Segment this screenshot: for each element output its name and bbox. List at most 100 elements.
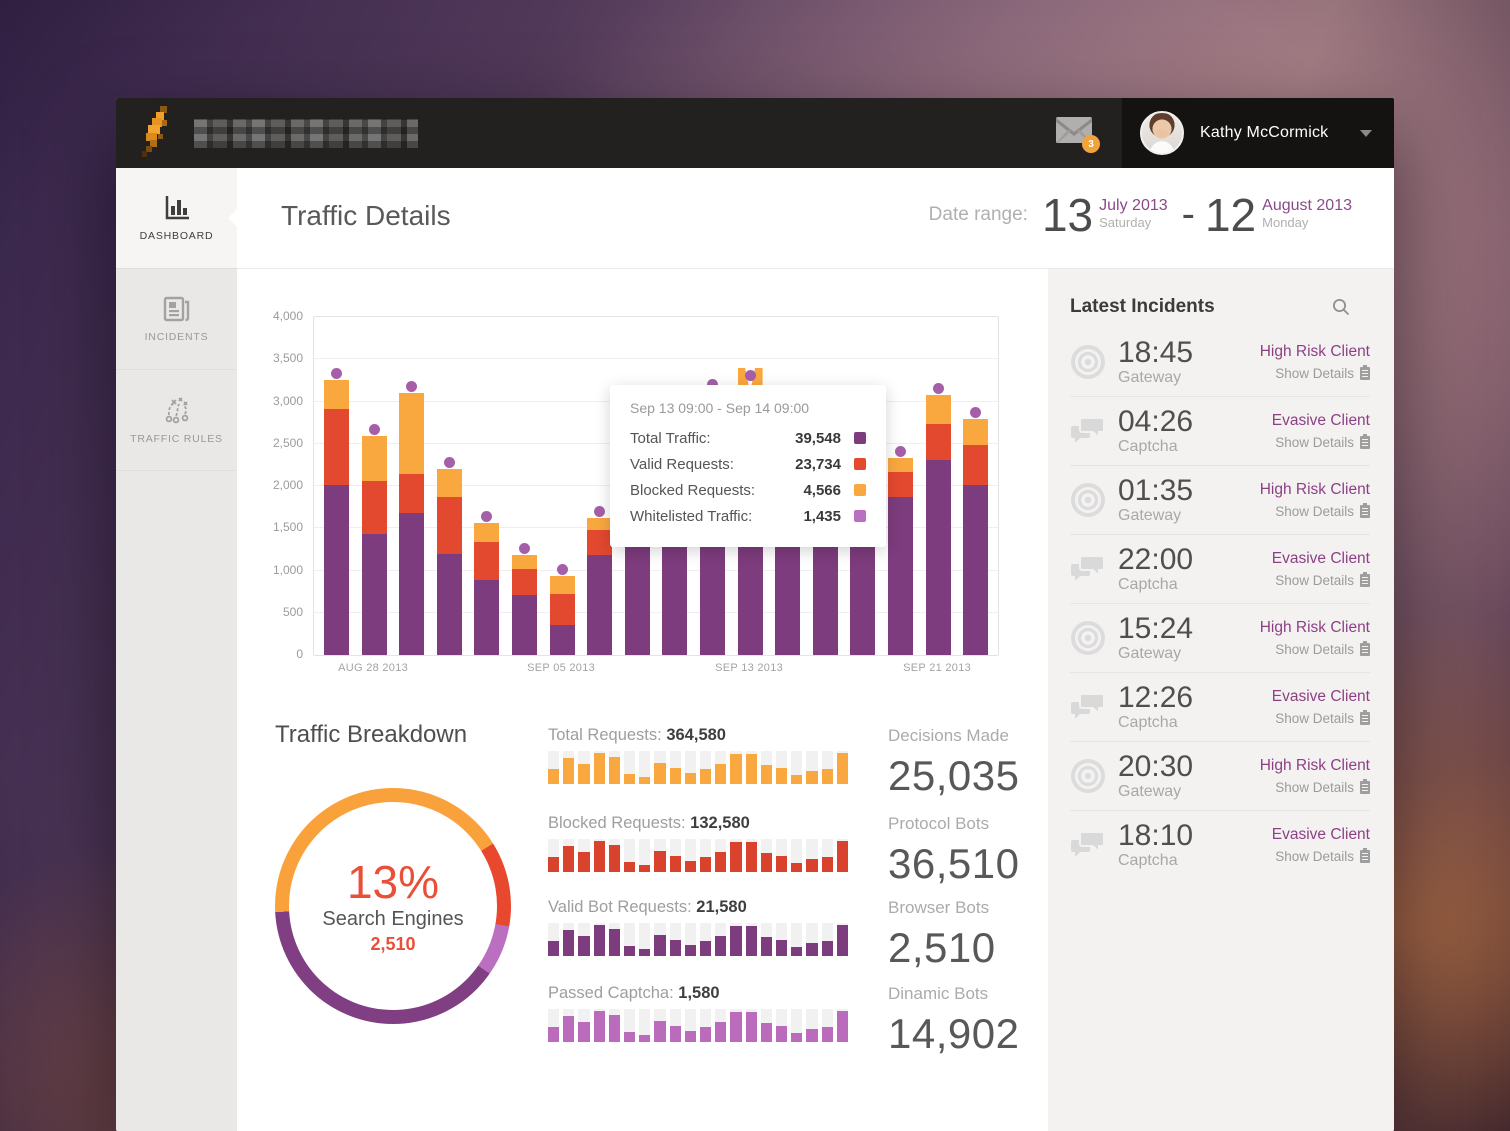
chart-bar-segment[interactable] [775,536,801,655]
chevron-down-icon [1360,129,1372,137]
chart-bar-segment[interactable] [963,485,989,655]
mini-bar [654,1009,666,1042]
stat-protocol-bots: Protocol Bots 36,510 [888,814,1020,887]
mini-bar [760,839,773,872]
mini-bar [791,751,803,784]
chart-bar-segment[interactable] [662,528,688,655]
chart-bar-segment[interactable] [324,408,349,485]
date-range-picker[interactable]: Date range: 13 July 2013 Saturday - 12 A… [929,190,1352,240]
chart-bar-segment[interactable] [361,534,387,655]
x-tick-label: AUG 28 2013 [338,662,409,674]
show-details-link[interactable]: Show Details [1272,848,1370,864]
show-details-link[interactable]: Show Details [1260,779,1370,795]
chart-bar-segment[interactable] [436,497,462,555]
mini-chart-total-requests: Total Requests: 364,580 [548,726,849,784]
incident-row: 01:35 Gateway High Risk Client Show Deta… [1070,466,1370,535]
incident-type: Captcha [1118,437,1178,455]
mini-bar [745,839,757,872]
newspaper-icon [163,296,189,321]
mini-bar [745,923,757,956]
incident-time: 15:24 [1118,611,1194,645]
captcha-icon [1071,555,1105,581]
show-details-link[interactable]: Show Details [1272,434,1370,450]
chart-bar-segment[interactable] [399,474,425,514]
client-link[interactable]: High Risk Client [1259,343,1370,360]
show-details-link[interactable]: Show Details [1272,710,1370,726]
chart-bar-segment[interactable] [587,555,613,655]
search-icon[interactable] [1332,298,1350,316]
main-content: 4,000 3,500 3,000 2,500 2,000 1,500 1,000 500 0 … [237,269,1048,1131]
tooltip-row: Total Traffic: 39,548 [630,425,866,451]
mini-bar [624,751,636,784]
mini-bar [821,923,833,956]
chart-bar-segment[interactable] [474,542,500,580]
chart-bar-segment[interactable] [963,445,989,486]
chart-bar-segment[interactable] [549,624,575,655]
mini-bar [791,839,803,872]
chart-bar-segment[interactable] [850,532,876,655]
chart-bar-segment[interactable] [324,484,349,655]
client-link[interactable]: High Risk Client [1259,619,1370,636]
chart-bar-segment[interactable] [512,555,537,569]
chart-bar-segment[interactable] [587,518,613,531]
mini-bar [700,923,712,956]
mini-bar [836,751,849,784]
chart-bar-segment[interactable] [361,435,387,482]
gateway-icon [1071,759,1105,793]
chart-bar-segment[interactable] [963,419,989,446]
chart-bar-segment[interactable] [436,469,462,498]
chart-bar-segment[interactable] [888,472,913,497]
end-day: 12 [1204,189,1257,241]
clipboard-icon [1360,779,1370,794]
client-link[interactable]: Evasive Client [1271,550,1370,567]
chart-bar-segment[interactable] [324,379,349,409]
client-link[interactable]: High Risk Client [1259,757,1370,774]
whitelisted-marker-dot [895,446,906,458]
chart-bar-segment[interactable] [925,460,951,655]
chart-bar-segment[interactable] [587,530,613,556]
whitelisted-marker-dot [707,378,718,390]
incident-time: 04:26 [1118,404,1194,438]
chart-bar-segment[interactable] [512,568,537,595]
end-weekday: Monday [1262,215,1309,230]
show-details-link[interactable]: Show Details [1260,365,1370,381]
sidebar-item-traffic-rules[interactable]: TRAFFIC RULES [116,370,237,471]
sidebar-item-incidents[interactable]: INCIDENTS [116,269,237,370]
mini-bar [669,923,681,956]
mini-bar [608,751,621,784]
show-details-link[interactable]: Show Details [1272,572,1370,588]
mini-bar [730,923,742,956]
top-bar: 3 Kathy McCormick [116,98,1394,168]
chart-bar-segment[interactable] [549,594,575,625]
chart-bar-segment[interactable] [512,594,537,655]
show-details-link[interactable]: Show Details [1260,503,1370,519]
mini-bar [639,1009,651,1042]
chart-bar-segment[interactable] [624,545,650,655]
chart-bar-segment[interactable] [549,576,575,595]
sidebar-item-dashboard[interactable]: DASHBOARD [116,168,237,269]
chart-bar-segment[interactable] [399,393,425,475]
show-details-link[interactable]: Show Details [1260,641,1370,657]
chart-bar-segment[interactable] [888,497,913,655]
mail-button[interactable]: 3 [1056,117,1100,153]
chart-bar-segment[interactable] [925,424,951,461]
incident-row: 20:30 Gateway High Risk Client Show Deta… [1070,742,1370,811]
user-menu[interactable]: Kathy McCormick [1122,98,1394,168]
mini-chart-valid-bot-requests: Valid Bot Requests: 21,580 [548,898,849,956]
chart-bar-segment[interactable] [361,481,387,535]
mini-bar [806,923,818,956]
chart-bar-segment[interactable] [474,579,500,655]
client-link[interactable]: Evasive Client [1271,826,1370,843]
chart-bar-segment[interactable] [474,523,500,543]
client-link[interactable]: Evasive Client [1271,412,1370,429]
chart-bar-segment[interactable] [399,513,425,655]
gateway-icon [1071,621,1105,655]
chart-bar-segment[interactable] [925,395,951,425]
mini-bar [578,839,590,872]
client-link[interactable]: Evasive Client [1271,688,1370,705]
client-link[interactable]: High Risk Client [1259,481,1370,498]
mini-bar [563,1009,575,1042]
chart-bar-segment[interactable] [436,554,462,655]
chart-bar-segment[interactable] [888,458,913,473]
stat-dinamic-bots: Dinamic Bots 14,902 [888,984,1020,1057]
